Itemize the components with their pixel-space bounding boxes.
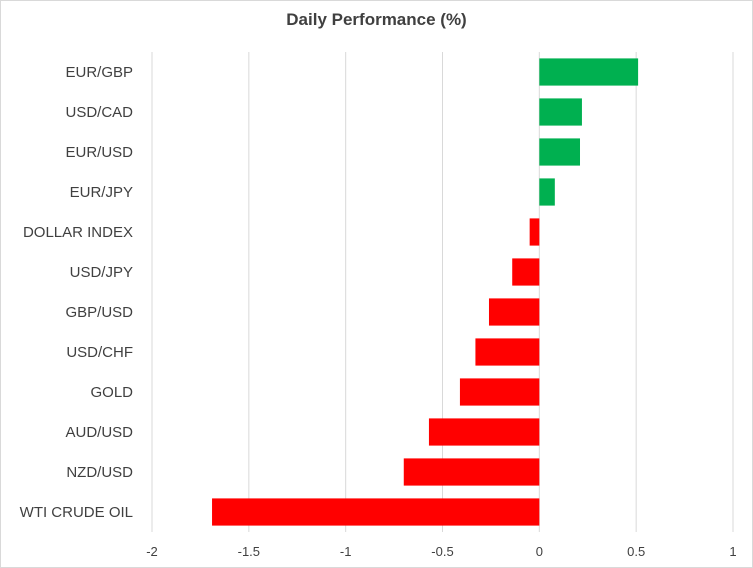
- grid-lines: [151, 52, 734, 532]
- category-label: EUR/USD: [65, 144, 133, 161]
- chart-title: Daily Performance (%): [286, 10, 467, 29]
- x-tick-label: 0.5: [627, 544, 645, 559]
- bar: [475, 338, 540, 366]
- x-tick-label: -1: [340, 544, 352, 559]
- category-label: WTI CRUDE OIL: [20, 504, 133, 521]
- category-label: GOLD: [90, 384, 133, 401]
- bar: [539, 98, 582, 126]
- category-label: GBP/USD: [65, 304, 133, 321]
- bar: [428, 418, 540, 446]
- category-label: DOLLAR INDEX: [23, 224, 133, 241]
- category-label: NZD/USD: [66, 464, 133, 481]
- bar: [539, 58, 639, 86]
- bar: [459, 378, 540, 406]
- x-tick-label: -0.5: [431, 544, 453, 559]
- category-label: AUD/USD: [65, 424, 133, 441]
- bar: [212, 498, 540, 526]
- x-tick-label: -1.5: [238, 544, 260, 559]
- bar: [529, 218, 540, 246]
- category-label: USD/JPY: [70, 264, 133, 281]
- bar: [539, 138, 581, 166]
- x-axis-tick-labels: -2 -1.5 -1 -0.5 0 0.5 1: [146, 544, 736, 559]
- x-tick-label: 1: [729, 544, 736, 559]
- x-tick-label: -2: [146, 544, 158, 559]
- category-label: USD/CHF: [66, 344, 133, 361]
- bar: [403, 458, 540, 486]
- bar: [539, 178, 555, 206]
- bars: [212, 58, 639, 526]
- category-labels: EUR/GBP USD/CAD EUR/USD EUR/JPY DOLLAR INDEX…: [20, 64, 134, 521]
- category-label: USD/CAD: [65, 104, 133, 121]
- category-label: EUR/JPY: [70, 184, 133, 201]
- category-label: EUR/GBP: [65, 64, 133, 81]
- bar: [488, 298, 540, 326]
- bar: [512, 258, 540, 286]
- x-tick-label: 0: [536, 544, 543, 559]
